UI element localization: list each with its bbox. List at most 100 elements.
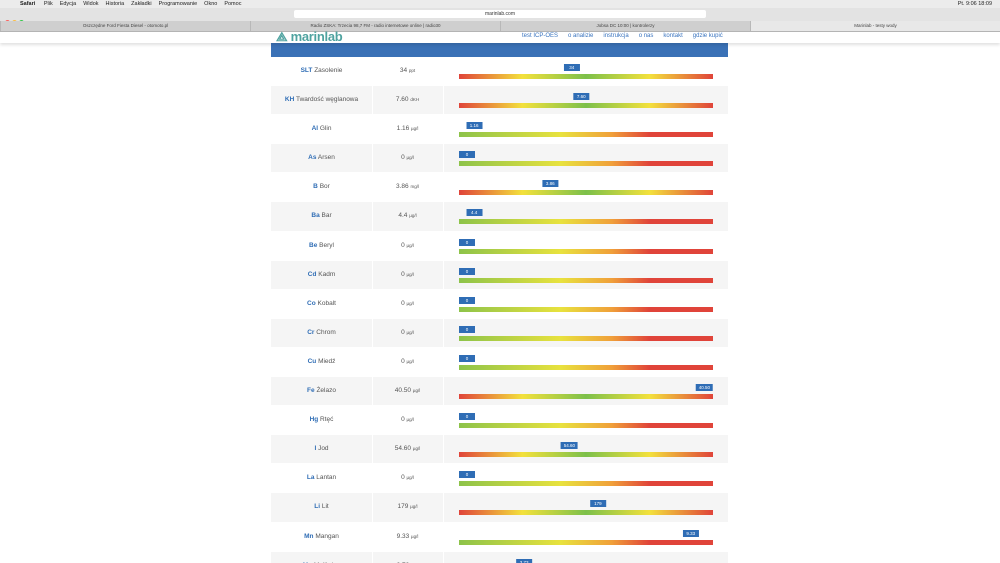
gauge-marker: 0 (459, 267, 475, 275)
value: 0 (401, 474, 405, 482)
logo[interactable]: ⟁ marinlab (276, 29, 343, 44)
table-row: Ba Bar 4.4 µg/l 4.4 (271, 202, 728, 232)
element-name: Chrom (316, 328, 336, 336)
gauge: 0 (459, 354, 713, 370)
table-row: B Bor 3.86 mg/l 3.86 (271, 173, 728, 203)
app-menu[interactable]: Safari (20, 1, 36, 7)
menu-item[interactable]: Pomoc (224, 1, 242, 7)
tab[interactable]: Oszczędne Ford Fiesta Diesel - otomoto.p… (0, 21, 250, 31)
gauge-marker: 0 (459, 151, 475, 159)
gauge: 0 (459, 471, 713, 487)
element-name: Żelazo (316, 387, 336, 395)
table-row: SLT Zasolenie 34 ppt 34 (271, 57, 728, 87)
unit: µg/l (406, 300, 414, 306)
nav: test ICP-OES o analizie instrukcja o nas kon… (522, 33, 733, 39)
element-symbol: Al (311, 125, 319, 133)
table-row: Cu Miedź 0 µg/l 0 (271, 347, 728, 378)
table-row: La Lantan 0 µg/l 0 (271, 464, 728, 494)
gauge: 9.33 (459, 529, 713, 545)
value-cell: 0 µg/l (372, 347, 444, 377)
value-cell: 0 µg/l (372, 231, 444, 260)
tab[interactable]: Marinlab - testy wody (750, 21, 1000, 31)
value: 1.16 (396, 125, 410, 133)
table-row: Be Beryl 0 µg/l 0 (271, 231, 728, 261)
value: 4.4 (398, 212, 408, 220)
element-cell: Mo Molibden (271, 551, 373, 563)
element-symbol: Ba (311, 212, 320, 220)
gauge-marker: 0 (459, 325, 475, 333)
menu-item[interactable]: Programowanie (158, 1, 198, 7)
menu-item[interactable]: Plik (43, 1, 53, 7)
tab[interactable]: Radio ZSKA: Trzecia 98,7 FM - radio inte… (250, 21, 500, 31)
value-cell: 7.60 dKH (372, 86, 444, 115)
menu-item[interactable]: Historia (105, 1, 125, 7)
address-bar[interactable]: marinlab.com (294, 10, 706, 18)
nav-link[interactable]: gdzie kupić (692, 33, 723, 39)
table-row: Mo Molibden3.73 µg/l3.73 (271, 551, 728, 563)
gauge: 0 (459, 413, 713, 429)
menu-item[interactable]: Widok (83, 1, 99, 7)
gauge-marker: 0 (459, 471, 475, 479)
gauge: 0 (459, 151, 713, 167)
gauge: 0 (459, 296, 713, 312)
menu-bar: Safari Plik Edycja Widok Historia Zakładki Pr… (0, 0, 1000, 8)
gauge-marker: 40.50 (695, 384, 713, 392)
element-symbol: Be (309, 241, 318, 249)
element-cell: Al Glin (271, 115, 373, 144)
nav-link[interactable]: o analizie (568, 33, 594, 39)
unit: µg/l (409, 213, 417, 219)
gauge: 4.4 (459, 209, 713, 225)
unit: µg/l (411, 533, 419, 539)
element-cell: Cr Chrom (271, 318, 373, 347)
nav-link[interactable]: o nas (638, 33, 654, 39)
element-symbol: As (308, 154, 317, 162)
unit: µg/l (406, 155, 414, 161)
nav-link[interactable]: kontakt (663, 33, 683, 39)
value: 0 (401, 154, 405, 162)
unit: µg/l (410, 504, 418, 510)
gauge: 34 (459, 64, 713, 79)
table-row: Al Glin 1.16 µg/l 1.16 (271, 115, 728, 145)
menu-item[interactable]: Okno (204, 1, 218, 7)
element-name: Rtęć (320, 416, 334, 424)
tab[interactable]: Jobsa DC 10:00 | kontrolerzy (500, 21, 750, 31)
nav-link[interactable]: test ICP-OES (522, 33, 559, 39)
element-symbol: Li (314, 503, 321, 511)
element-symbol: Mn (304, 532, 314, 540)
value-cell: 0 µg/l (372, 406, 444, 435)
unit: µg/l (411, 126, 419, 132)
element-cell: As Arsen (271, 144, 373, 173)
table-row: KH Twardość węglanowa 7.60 dKH 7.60 (271, 86, 728, 116)
gauge: 3.86 (459, 180, 713, 196)
element-cell: Cd Kadm (271, 260, 373, 289)
nav-link[interactable]: instrukcja (603, 33, 629, 39)
value-cell: 179 µg/l (372, 493, 444, 522)
value-cell: 0 µg/l (372, 289, 444, 318)
element-cell: Co Kobalt (271, 289, 373, 318)
element-cell: Ba Bar (271, 202, 373, 231)
table-header (271, 43, 728, 57)
value-cell: 0 µg/l (372, 260, 444, 289)
unit: µg/l (406, 417, 414, 423)
unit: dKH (410, 97, 420, 103)
gauge-marker: 7.60 (573, 93, 590, 101)
element-cell: Fe Żelazo (271, 377, 373, 406)
value: 0 (401, 416, 405, 424)
element-name: Glin (319, 125, 332, 133)
element-name: Kadm (318, 270, 336, 278)
value-cell: 4.4 µg/l (372, 202, 444, 231)
element-name: Miedź (318, 357, 336, 365)
unit: mg/l (410, 184, 419, 190)
clock: Pt. 9:06 18:09 (957, 1, 992, 7)
menu-item[interactable]: Edycja (59, 1, 77, 7)
element-name: Lit (321, 503, 329, 511)
unit: µg/l (412, 388, 421, 394)
menu-item[interactable]: Zakładki (131, 1, 152, 7)
element-name: Bor (319, 183, 330, 191)
value: 179 (397, 503, 409, 511)
gauge: 0 (459, 238, 713, 254)
value: 3.73 (397, 562, 410, 563)
gauge: 40.50 (459, 384, 713, 400)
gauge-marker: 1.16 (466, 122, 483, 130)
